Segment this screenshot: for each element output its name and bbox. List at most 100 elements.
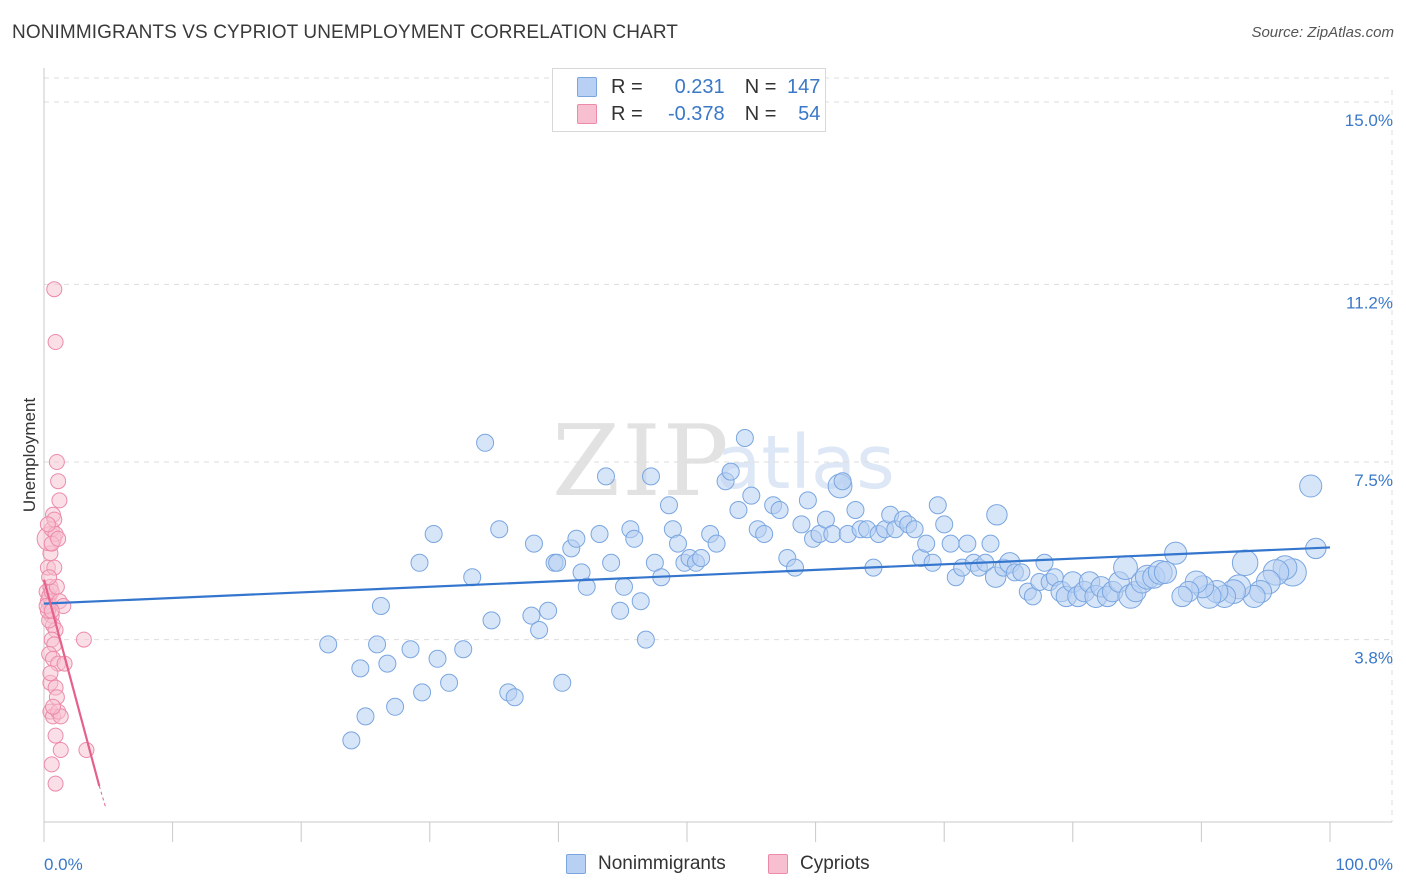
cypriots-point <box>52 742 69 758</box>
nonimmigrants-point <box>823 525 842 543</box>
nonimmigrants-point <box>1231 549 1259 577</box>
source-credit: Source: ZipAtlas.com <box>1251 24 1394 41</box>
nonimmigrants-point <box>611 601 630 620</box>
tick-labels: 3.8% 7.5% 11.2% 15.0% 0.0% 100.0% <box>44 111 1393 874</box>
nonimmigrants-point <box>539 601 558 620</box>
nonimmigrants-point <box>342 731 361 750</box>
y-axis-label: Unemployment <box>20 397 39 513</box>
nonimmigrants-point <box>476 433 495 452</box>
nonimmigrants-point <box>905 520 924 539</box>
bottom-legend-swatch-pink <box>768 854 788 874</box>
y-tick-label: 3.8% <box>1354 649 1393 668</box>
nonimmigrants-point <box>923 553 942 572</box>
nonimmigrants-point <box>424 525 443 543</box>
bottom-legend-nonimmigrants: Nonimmigrants <box>566 852 726 876</box>
legend-swatch-pink <box>577 104 597 124</box>
cypriots-point <box>47 334 64 350</box>
nonimmigrants-point <box>625 529 644 548</box>
nonimmigrants-point <box>668 534 687 553</box>
nonimmigrants-point <box>641 467 660 486</box>
legend-r-value: -0.378 <box>667 102 725 125</box>
nonimmigrants-point <box>1299 474 1323 498</box>
nonimmigrants-point <box>490 520 509 539</box>
nonimmigrants-point <box>356 707 375 726</box>
nonimmigrants-point <box>846 501 865 519</box>
nonimmigrants-point <box>378 654 397 673</box>
nonimmigrants-point <box>833 472 852 491</box>
nonimmigrants-point <box>636 630 655 649</box>
bottom-legend-label: Nonimmigrants <box>598 853 726 874</box>
legend-n-label: N = <box>744 75 777 98</box>
nonimmigrants-point <box>413 683 432 702</box>
correlation-legend: R = 0.231 N = 147 R = -0.378 N = 54 <box>552 68 826 132</box>
nonimmigrants-point <box>1153 560 1177 584</box>
nonimmigrants-point <box>786 558 805 577</box>
nonimmigrants-point <box>463 568 482 587</box>
nonimmigrants-point <box>428 649 447 668</box>
legend-r-label: R = <box>611 102 643 125</box>
nonimmigrants-point <box>958 534 977 553</box>
nonimmigrants-point <box>368 635 387 654</box>
nonimmigrants-point <box>935 515 954 534</box>
cypriots-point <box>75 631 92 648</box>
nonimmigrants-trend-line <box>43 546 1331 605</box>
y-tick-label: 7.5% <box>1354 471 1393 490</box>
nonimmigrants-point <box>986 504 1008 526</box>
nonimmigrants-point <box>553 673 572 692</box>
cypriots-point <box>42 665 59 682</box>
nonimmigrants-point <box>707 534 726 553</box>
nonimmigrants-point <box>524 534 543 553</box>
cypriots-point <box>48 454 65 470</box>
cypriots-point <box>43 756 60 773</box>
bottom-legend-label: Cypriots <box>800 853 870 874</box>
nonimmigrants-point <box>371 597 390 615</box>
nonimmigrants-point <box>721 462 740 481</box>
legend-n-value: 54 <box>798 102 821 125</box>
y-tick-label: 11.2% <box>1346 293 1393 312</box>
nonimmigrants-point <box>798 491 817 510</box>
nonimmigrants-point <box>401 640 420 659</box>
legend-row-nonimmigrants: R = 0.231 N = 147 <box>577 75 820 99</box>
nonimmigrants-point <box>577 577 596 596</box>
nonimmigrants-point <box>729 501 748 519</box>
nonimmigrants-point <box>614 577 633 596</box>
nonimmigrants-point <box>440 673 459 692</box>
nonimmigrants-point <box>548 553 567 572</box>
nonimmigrants-point <box>596 467 615 486</box>
nonimmigrants-point <box>530 621 549 639</box>
legend-n-label: N = <box>744 102 777 125</box>
nonimmigrants-point <box>742 486 761 505</box>
nonimmigrants-point <box>454 640 473 659</box>
nonimmigrants-point <box>917 534 936 553</box>
nonimmigrants-point <box>482 611 501 630</box>
nonimmigrants-point <box>1035 553 1054 572</box>
nonimmigrants-point <box>351 659 370 678</box>
nonimmigrants-point <box>319 635 338 654</box>
nonimmigrants-point <box>631 592 650 611</box>
nonimmigrants-point <box>941 534 960 553</box>
cypriots-trend-extension <box>98 785 107 808</box>
nonimmigrants-point <box>770 501 789 519</box>
x-tick-label: 0.0% <box>44 855 83 874</box>
bottom-legend-cypriots: Cypriots <box>768 852 870 876</box>
nonimmigrants-point <box>1171 585 1193 608</box>
x-tick-label: 100.0% <box>1335 855 1393 874</box>
nonimmigrants-point <box>567 529 586 548</box>
cypriots-point <box>45 698 62 715</box>
bottom-legend-swatch-blue <box>566 854 586 874</box>
nonimmigrants-point <box>755 525 774 543</box>
cypriots-trend-line <box>42 579 101 787</box>
nonimmigrants-point <box>505 688 524 707</box>
cypriots-point <box>39 516 56 533</box>
nonimmigrants-point <box>386 697 405 716</box>
nonimmigrants-point <box>981 534 1000 553</box>
watermark-zip: ZIP <box>552 405 731 519</box>
cypriots-point <box>51 492 68 509</box>
cypriots-point <box>50 473 67 490</box>
legend-r-value: 0.231 <box>674 75 725 98</box>
nonimmigrants-point <box>602 553 621 572</box>
y-tick-label: 15.0% <box>1345 111 1393 130</box>
nonimmigrants-point <box>1012 563 1031 582</box>
nonimmigrants-point <box>659 496 678 515</box>
grid-layer <box>44 77 1393 822</box>
